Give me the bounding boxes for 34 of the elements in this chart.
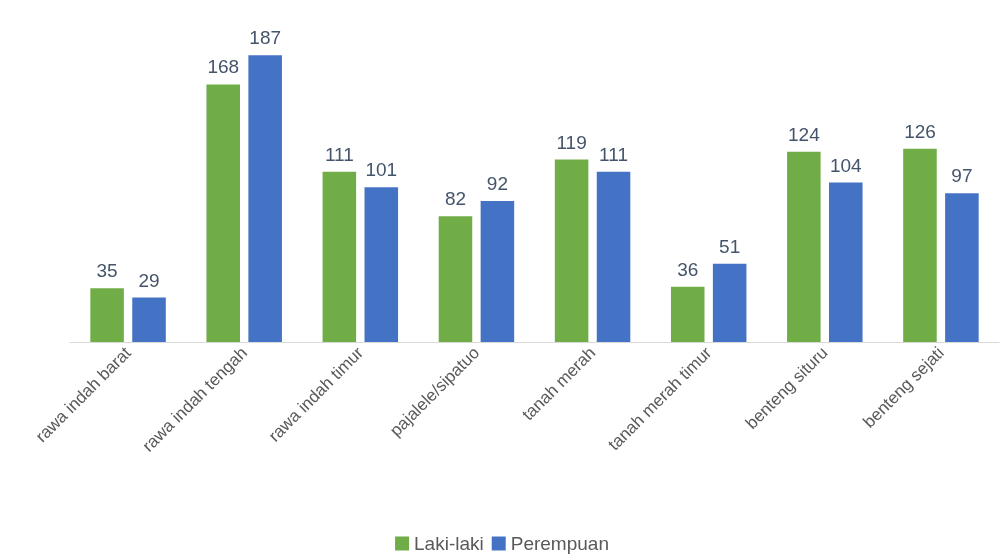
data-label: 101 — [365, 159, 398, 181]
bar — [438, 216, 473, 342]
bar — [596, 171, 631, 342]
bar — [554, 159, 589, 342]
bar — [132, 297, 166, 342]
data-label: 111 — [324, 143, 354, 165]
data-label: 51 — [719, 235, 741, 257]
bar — [248, 55, 282, 342]
data-label: 111 — [599, 143, 628, 165]
legend-label: Laki-laki — [414, 533, 484, 554]
data-label: 126 — [904, 120, 936, 142]
bar — [364, 187, 399, 342]
data-label: 124 — [787, 123, 821, 145]
data-label: 36 — [677, 258, 699, 280]
bar — [206, 84, 240, 342]
bar — [903, 148, 937, 342]
data-label: 82 — [444, 188, 467, 210]
bar — [90, 288, 124, 342]
bar — [322, 171, 357, 342]
data-label: 119 — [556, 131, 587, 153]
bar — [712, 263, 747, 342]
data-label: 35 — [96, 260, 118, 282]
data-label: 29 — [138, 269, 160, 291]
legend-label: Perempuan — [510, 533, 609, 554]
bar — [787, 151, 821, 342]
data-label: 168 — [207, 56, 240, 78]
data-label: 104 — [829, 154, 863, 176]
data-label: 97 — [951, 165, 973, 187]
data-label: 92 — [486, 172, 508, 194]
bar — [829, 182, 863, 342]
bar — [480, 200, 515, 342]
bar — [945, 193, 979, 342]
bar — [670, 286, 705, 342]
data-label: 187 — [249, 27, 282, 49]
